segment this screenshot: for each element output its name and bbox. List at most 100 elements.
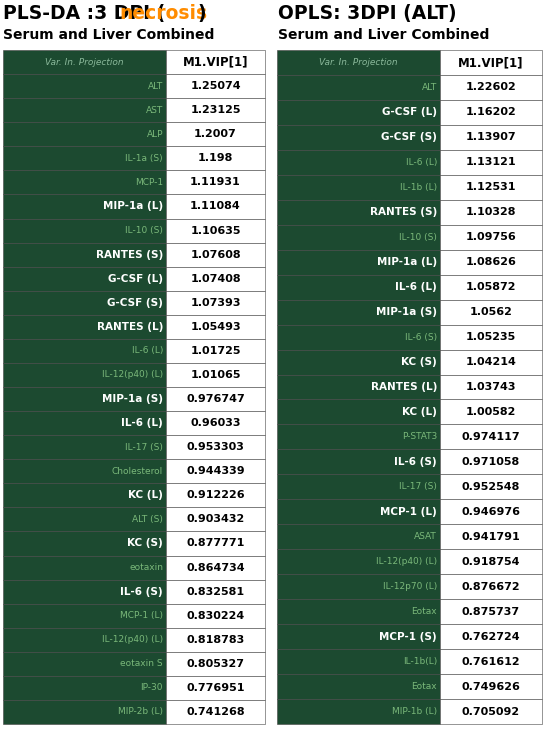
Text: IL-10 (S): IL-10 (S)	[125, 226, 163, 235]
Text: 1.16202: 1.16202	[465, 107, 516, 117]
Text: 0.864734: 0.864734	[186, 563, 245, 572]
Bar	[277, 524, 440, 549]
Bar	[3, 387, 166, 411]
Text: IL-1a (S): IL-1a (S)	[125, 154, 163, 163]
Bar	[277, 150, 440, 175]
Text: G-CSF (S): G-CSF (S)	[107, 297, 163, 308]
Text: 1.07393: 1.07393	[190, 297, 241, 308]
Text: IL-6 (S): IL-6 (S)	[405, 332, 437, 342]
Text: 1.08626: 1.08626	[465, 257, 517, 268]
Bar	[440, 324, 542, 350]
Text: 0.761612: 0.761612	[462, 657, 520, 666]
Bar	[440, 75, 542, 100]
Text: 1.09756: 1.09756	[465, 233, 516, 242]
Text: 1.05493: 1.05493	[190, 321, 241, 332]
Text: IL-6 (L): IL-6 (L)	[121, 418, 163, 428]
Text: 1.11084: 1.11084	[190, 201, 241, 211]
Text: IL-17 (S): IL-17 (S)	[399, 483, 437, 491]
Text: 0.946976: 0.946976	[462, 507, 520, 517]
Text: 1.04214: 1.04214	[465, 357, 517, 367]
Bar	[3, 74, 166, 98]
Bar	[440, 200, 542, 225]
Text: PLS-DA :3 DPI (: PLS-DA :3 DPI (	[3, 4, 165, 23]
Text: IP-30: IP-30	[141, 683, 163, 693]
Bar	[3, 411, 166, 435]
Bar	[277, 300, 440, 324]
Text: 0.830224: 0.830224	[186, 611, 245, 620]
Text: IL-6 (L): IL-6 (L)	[405, 158, 437, 167]
Bar	[166, 555, 265, 580]
Text: necrosis: necrosis	[119, 4, 207, 23]
Bar	[277, 375, 440, 399]
Text: RANTES (L): RANTES (L)	[371, 382, 437, 392]
Bar	[440, 499, 542, 524]
Bar	[277, 549, 440, 574]
Text: 1.12531: 1.12531	[466, 182, 516, 192]
Text: 0.877771: 0.877771	[186, 539, 245, 548]
Text: MCP-1 (L): MCP-1 (L)	[120, 611, 163, 620]
Bar	[166, 507, 265, 531]
Text: ALT: ALT	[422, 83, 437, 92]
Bar	[166, 267, 265, 291]
Text: 1.13907: 1.13907	[465, 133, 516, 142]
Text: 1.05872: 1.05872	[466, 282, 516, 292]
Bar	[166, 171, 265, 195]
Text: 1.07608: 1.07608	[190, 249, 241, 260]
Text: 0.953303: 0.953303	[186, 443, 245, 452]
Bar	[3, 531, 166, 555]
Text: IL-12p70 (L): IL-12p70 (L)	[383, 582, 437, 591]
Text: MCP-1 (S): MCP-1 (S)	[379, 631, 437, 642]
Bar	[277, 250, 440, 275]
Text: 0.776951: 0.776951	[186, 683, 245, 693]
Bar	[440, 549, 542, 574]
Text: 1.10328: 1.10328	[466, 207, 516, 217]
Bar	[3, 147, 166, 171]
Text: ALP: ALP	[147, 130, 163, 139]
Text: IL-6 (L): IL-6 (L)	[395, 282, 437, 292]
Text: 1.03743: 1.03743	[466, 382, 516, 392]
Bar	[277, 499, 440, 524]
Text: 0.805327: 0.805327	[186, 659, 245, 668]
Bar	[277, 175, 440, 200]
Bar	[277, 200, 440, 225]
Bar	[166, 98, 265, 122]
Text: 1.07408: 1.07408	[190, 273, 241, 284]
Bar	[440, 649, 542, 674]
Text: MIP-1a (S): MIP-1a (S)	[102, 394, 163, 404]
Bar	[440, 574, 542, 599]
Bar	[277, 324, 440, 350]
Bar	[277, 100, 440, 125]
Bar	[3, 700, 166, 724]
Bar	[166, 531, 265, 555]
Bar	[3, 604, 166, 628]
Bar	[277, 50, 440, 75]
Text: IL-6 (S): IL-6 (S)	[120, 587, 163, 596]
Text: 1.11931: 1.11931	[190, 177, 241, 187]
Bar	[166, 652, 265, 676]
Bar	[277, 699, 440, 724]
Text: IL-10 (S): IL-10 (S)	[399, 233, 437, 242]
Bar	[440, 250, 542, 275]
Text: ASAT: ASAT	[414, 532, 437, 541]
Text: 1.01065: 1.01065	[190, 370, 241, 380]
Text: 1.01725: 1.01725	[190, 346, 241, 356]
Text: MIP-2b (L): MIP-2b (L)	[118, 707, 163, 717]
Bar	[166, 363, 265, 387]
Text: 0.705092: 0.705092	[462, 706, 520, 717]
Text: MIP-1b (L): MIP-1b (L)	[392, 707, 437, 716]
Text: G-CSF (L): G-CSF (L)	[382, 107, 437, 117]
Bar	[440, 100, 542, 125]
Bar	[166, 315, 265, 339]
Text: 0.976747: 0.976747	[186, 394, 245, 404]
Bar	[3, 243, 166, 267]
Bar	[440, 624, 542, 649]
Text: 1.23125: 1.23125	[190, 105, 241, 115]
Text: 1.0562: 1.0562	[470, 307, 512, 317]
Bar	[440, 300, 542, 324]
Bar	[3, 291, 166, 315]
Bar	[277, 350, 440, 375]
Bar	[440, 524, 542, 549]
Bar	[277, 599, 440, 624]
Bar	[440, 449, 542, 475]
Text: IL-1b (L): IL-1b (L)	[400, 183, 437, 192]
